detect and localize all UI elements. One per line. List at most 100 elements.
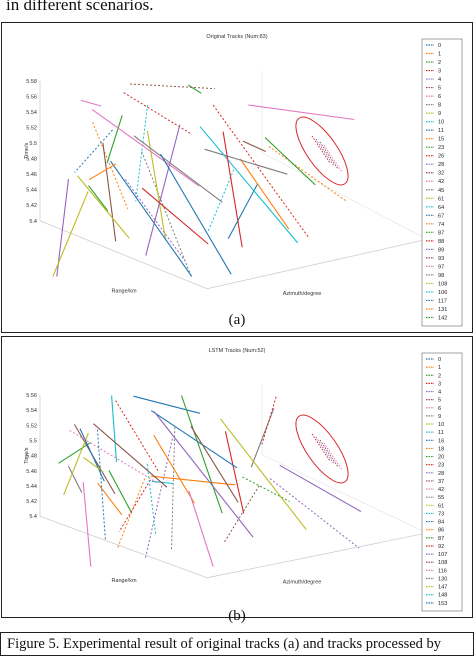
track-line	[93, 423, 168, 488]
y-axis-label: Azimuth/degree	[283, 291, 322, 297]
legend-label: 32	[438, 171, 444, 177]
track-line	[199, 126, 299, 244]
z-axis-label: Time/s	[24, 142, 30, 159]
legend-label: 131	[438, 307, 447, 313]
track-line	[264, 137, 316, 186]
track-line	[268, 145, 346, 202]
z-tick-label: 5.42	[26, 499, 37, 505]
track-line	[92, 122, 129, 209]
highlight-ellipse	[295, 414, 349, 484]
track-line	[130, 83, 215, 90]
track-line	[106, 115, 123, 164]
track-line	[56, 178, 70, 277]
z-tick-label: 5.48	[26, 157, 37, 163]
z-tick-label: 5.48	[26, 454, 37, 460]
z-tick-label: 5.44	[26, 188, 37, 194]
legend-label: 153	[438, 601, 447, 607]
z-tick-label: 5.5	[29, 141, 37, 147]
legend-label: 55	[438, 495, 444, 501]
figure-panel-b: LSTM Tracks (Num:52) 5.56 5.54 5.52 5.5 5.48 5…	[1, 336, 473, 618]
track-line	[74, 129, 113, 173]
legend-label: 10	[438, 422, 444, 428]
legend-label: 16	[438, 438, 444, 444]
panel-b-label: (b)	[228, 608, 246, 624]
highlight-track	[315, 138, 335, 167]
y-axis-line	[206, 532, 428, 579]
track-line	[91, 108, 200, 187]
legend-label: 74	[438, 222, 444, 228]
legend-label: 89	[438, 247, 444, 253]
z-axis-label: Time/s	[24, 447, 30, 464]
track-line	[250, 408, 275, 468]
panel-a-label: (a)	[228, 312, 246, 328]
track-line	[115, 400, 160, 473]
legend-label: 6	[438, 94, 441, 100]
track-line	[150, 475, 236, 486]
track-line	[212, 104, 310, 239]
chart-a: Original Tracks (Num:83)5.585.565.545.52…	[24, 34, 463, 327]
track-line	[145, 438, 173, 558]
track-line	[80, 99, 102, 107]
legend-label: 67	[438, 213, 444, 219]
legend-label: 117	[438, 298, 447, 304]
legend-label: 5	[438, 86, 441, 92]
legend-label: 87	[438, 230, 444, 236]
legend-label: 2	[438, 373, 441, 379]
x-axis-label: Range/km	[111, 578, 136, 584]
y-axis-line	[206, 238, 428, 290]
track-line	[220, 418, 307, 530]
legend-label: 84	[438, 520, 444, 526]
highlight-track	[323, 144, 343, 173]
track-line	[123, 92, 193, 135]
legend-label: 6	[438, 406, 441, 412]
track-line	[222, 131, 243, 248]
legend-label: 106	[438, 290, 447, 296]
legend-label: 130	[438, 576, 447, 582]
legend-label: 11	[438, 128, 444, 134]
track-line	[248, 104, 355, 121]
track-line	[77, 175, 130, 239]
back-floor-edge	[261, 152, 428, 240]
z-tick-label: 5.4	[29, 219, 37, 225]
legend-label: 42	[438, 487, 444, 493]
z-tick-label: 5.56	[26, 95, 37, 101]
legend-label: 73	[438, 511, 444, 517]
legend-label: 4	[438, 390, 441, 396]
track-line	[111, 395, 118, 463]
track-line	[242, 140, 267, 153]
z-tick-label: 5.46	[26, 469, 37, 475]
legend-label: 2	[438, 60, 441, 66]
z-tick-label: 5.44	[26, 484, 37, 490]
legend-label: 108	[438, 560, 447, 566]
legend-label: 42	[438, 179, 444, 185]
track-line	[82, 482, 92, 567]
track-line	[133, 135, 223, 203]
track-line	[79, 428, 105, 482]
z-tick-label: 5.58	[26, 79, 37, 85]
track-line	[224, 431, 245, 514]
track-line	[150, 410, 238, 469]
highlight-track	[319, 439, 339, 468]
x-axis-label: Range/km	[111, 289, 136, 295]
chart-title: Original Tracks (Num:83)	[206, 34, 267, 40]
legend-label: 61	[438, 503, 444, 509]
track-line	[145, 124, 181, 256]
x-axis-line	[39, 220, 208, 290]
track-line	[141, 187, 209, 245]
legend-label: 1	[438, 52, 441, 58]
legend-label: 97	[438, 264, 444, 270]
legend-label: 98	[438, 273, 444, 279]
highlight-track	[311, 433, 331, 462]
legend-label: 45	[438, 188, 444, 194]
legend-label: 0	[438, 357, 441, 363]
legend-box	[421, 38, 463, 327]
chart-title: LSTM Tracks (Num:52)	[209, 348, 266, 354]
track-line	[151, 480, 174, 485]
legend-label: 20	[438, 455, 444, 461]
legend-label: 142	[438, 315, 447, 321]
chart-b: LSTM Tracks (Num:52) 5.56 5.54 5.52 5.5 5.48 5…	[24, 348, 463, 612]
legend-label: 28	[438, 162, 444, 168]
track-line	[88, 185, 109, 212]
z-tick-label: 5.46	[26, 172, 37, 178]
track-line	[227, 183, 259, 239]
